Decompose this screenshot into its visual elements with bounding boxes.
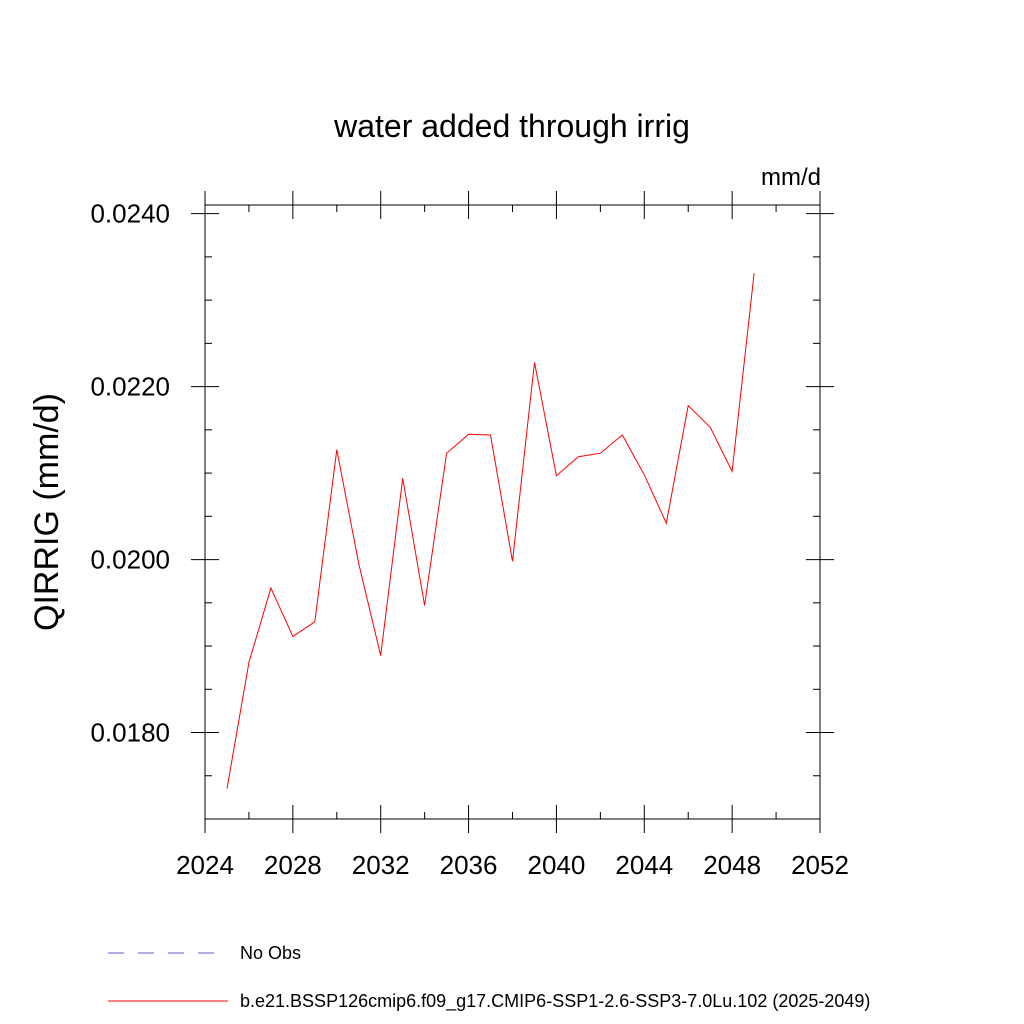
x-tick-label: 2032 — [352, 850, 410, 880]
legend-label: b.e21.BSSP126cmip6.f09_g17.CMIP6-SSP1-2.… — [240, 991, 870, 1012]
x-tick-label: 2036 — [440, 850, 498, 880]
legend: No Obs b.e21.BSSP126cmip6.f09_g17.CMIP6-S… — [108, 943, 870, 1012]
x-tick-label: 2044 — [615, 850, 673, 880]
chart-title: water added through irrig — [333, 108, 690, 144]
x-tick-label: 2052 — [791, 850, 849, 880]
y-tick-label: 0.0240 — [90, 199, 170, 229]
units-label: mm/d — [761, 164, 821, 191]
y-tick-label: 0.0180 — [90, 718, 170, 748]
y-tick-label: 0.0220 — [90, 372, 170, 402]
ticks-layer: 2024 2028 2032 2036 2040 2044 2048 2052 0.0180 0.… — [90, 191, 849, 880]
plot-frame — [204, 204, 821, 820]
series-layer — [226, 273, 755, 789]
x-tick-label: 2040 — [528, 850, 586, 880]
x-tick-label: 2028 — [264, 850, 322, 880]
y-axis-label: QIRRIG (mm/d) — [28, 393, 66, 631]
y-tick-label: 0.0200 — [90, 545, 170, 575]
x-tick-label: 2024 — [176, 850, 234, 880]
legend-label: No Obs — [240, 943, 301, 963]
series-line — [226, 273, 755, 789]
x-tick-label: 2048 — [703, 850, 761, 880]
